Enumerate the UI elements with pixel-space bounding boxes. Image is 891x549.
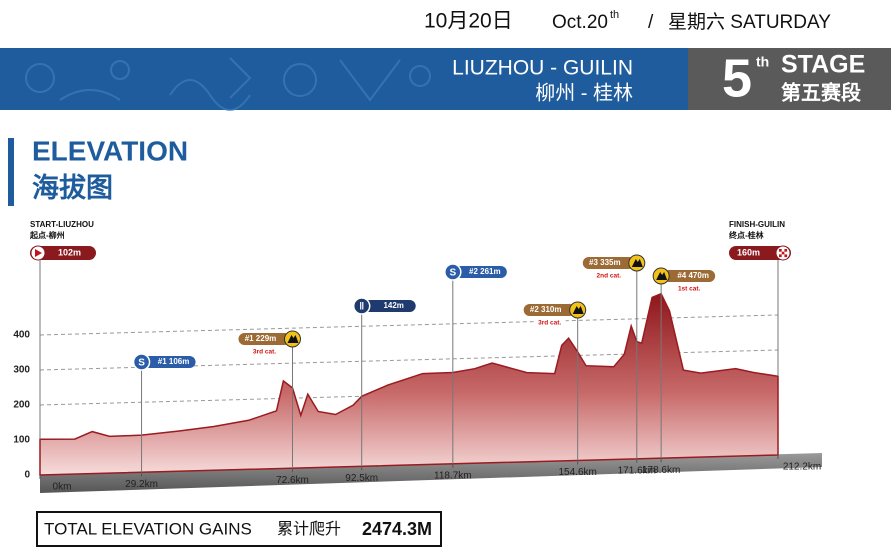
climb-mountain (287, 335, 299, 343)
category-box (592, 271, 625, 280)
category-box (673, 284, 706, 293)
marker-label: 142m (383, 301, 403, 310)
x-tick-label: 118.7km (434, 470, 472, 481)
base-slab (40, 453, 822, 493)
feed-icon (352, 297, 371, 315)
date-sup: th (610, 9, 619, 21)
section-bar (8, 138, 14, 206)
date-en: Oct.20 (552, 12, 608, 33)
category-box (248, 347, 281, 356)
x-tick-label: 92.5km (345, 473, 378, 484)
stage-cn: 第五赛段 (781, 80, 861, 104)
marker-label: #1 229m (245, 334, 277, 343)
marker-label: #2 310m (530, 305, 562, 314)
marker-label-box (582, 257, 635, 269)
category-box (533, 318, 566, 327)
stage-sup: th (756, 54, 769, 70)
sprint-symbol: S (138, 358, 145, 369)
marker-label-box (143, 356, 196, 368)
finish-name-cn: 终点-桂林 (728, 230, 764, 240)
date-cn: 10月20日 (424, 10, 513, 33)
finish-name-en: FINISH-GUILIN (729, 220, 785, 229)
total-box (36, 511, 442, 547)
weekday: 星期六 SATURDAY (668, 11, 831, 33)
x-tick-label: 178.6km (642, 465, 680, 476)
total-label-cn: 累计爬升 (277, 520, 341, 538)
start-name-cn: 起点-柳州 (29, 230, 65, 240)
sprint-symbol: S (449, 268, 456, 279)
finish-box (729, 246, 791, 260)
category-label: 3rd cat. (253, 349, 276, 356)
marker-label: #1 106m (158, 357, 190, 366)
marker-label-box (663, 270, 716, 282)
start-elevation: 102m (58, 247, 81, 257)
total-label-en: TOTAL ELEVATION GAINS (44, 519, 252, 538)
section-title-en: ELEVATION (32, 135, 188, 166)
sprint-icon (444, 263, 462, 281)
y-tick-label: 200 (13, 400, 30, 411)
finish-check (781, 251, 785, 255)
stage-number: 5 (722, 48, 752, 108)
section-title-cn: 海拔图 (32, 173, 113, 203)
start-name-en: START-LIUZHOU (30, 220, 94, 229)
marker-label: #4 470m (677, 271, 709, 280)
finish-check (779, 254, 782, 258)
finish-elevation: 160m (737, 247, 760, 257)
banner-pattern (25, 57, 431, 111)
y-tick-label: 400 (13, 330, 30, 341)
category-label: 3rd cat. (538, 320, 561, 327)
x-tick-label: 212.2km (783, 462, 821, 473)
category-label: 1st cat. (678, 286, 701, 293)
category-label: 2nd cat. (597, 273, 622, 280)
start-play (35, 249, 42, 257)
stage-en: STAGE (781, 51, 865, 79)
finish-check (784, 254, 788, 258)
marker-label-box (523, 304, 576, 316)
marker-label-box (238, 333, 291, 345)
x-tick-label: 0km (53, 482, 72, 493)
finish-check (779, 249, 782, 252)
finish-check (784, 249, 788, 252)
x-tick-label: 171.6km (618, 465, 656, 476)
chart: 0 100 200 300 400 0km 29.2km 72.6km 92.5km 118.7k… (13, 220, 822, 493)
route-cn: 柳州 - 桂林 (535, 81, 633, 104)
y-tick-label: 300 (13, 365, 30, 376)
sprint-icon (132, 353, 151, 371)
x-tick-label: 72.6km (276, 475, 309, 486)
x-tick-label: 154.6km (558, 467, 596, 478)
elevation-area (39, 292, 779, 476)
climb-mountain (572, 306, 584, 314)
total-value: 2474.3M (362, 519, 432, 539)
y-tick-label: 0 (24, 470, 30, 481)
x-tick-label: 29.2km (125, 479, 158, 490)
climb-mountain (656, 272, 668, 280)
marker-label: #3 335m (589, 258, 621, 267)
start-box (30, 246, 96, 260)
marker-label: #2 261m (469, 267, 501, 276)
banner (0, 48, 688, 110)
stage-box (688, 48, 891, 110)
marker-label-box (363, 300, 416, 312)
y-tick-label: 100 (13, 435, 30, 446)
marker-label-box (454, 266, 507, 278)
route-en: LIUZHOU - GUILIN (452, 57, 633, 80)
feed-symbol: ‖ (359, 302, 364, 313)
date-sep: / (648, 12, 654, 33)
climb-mountain (631, 259, 643, 267)
